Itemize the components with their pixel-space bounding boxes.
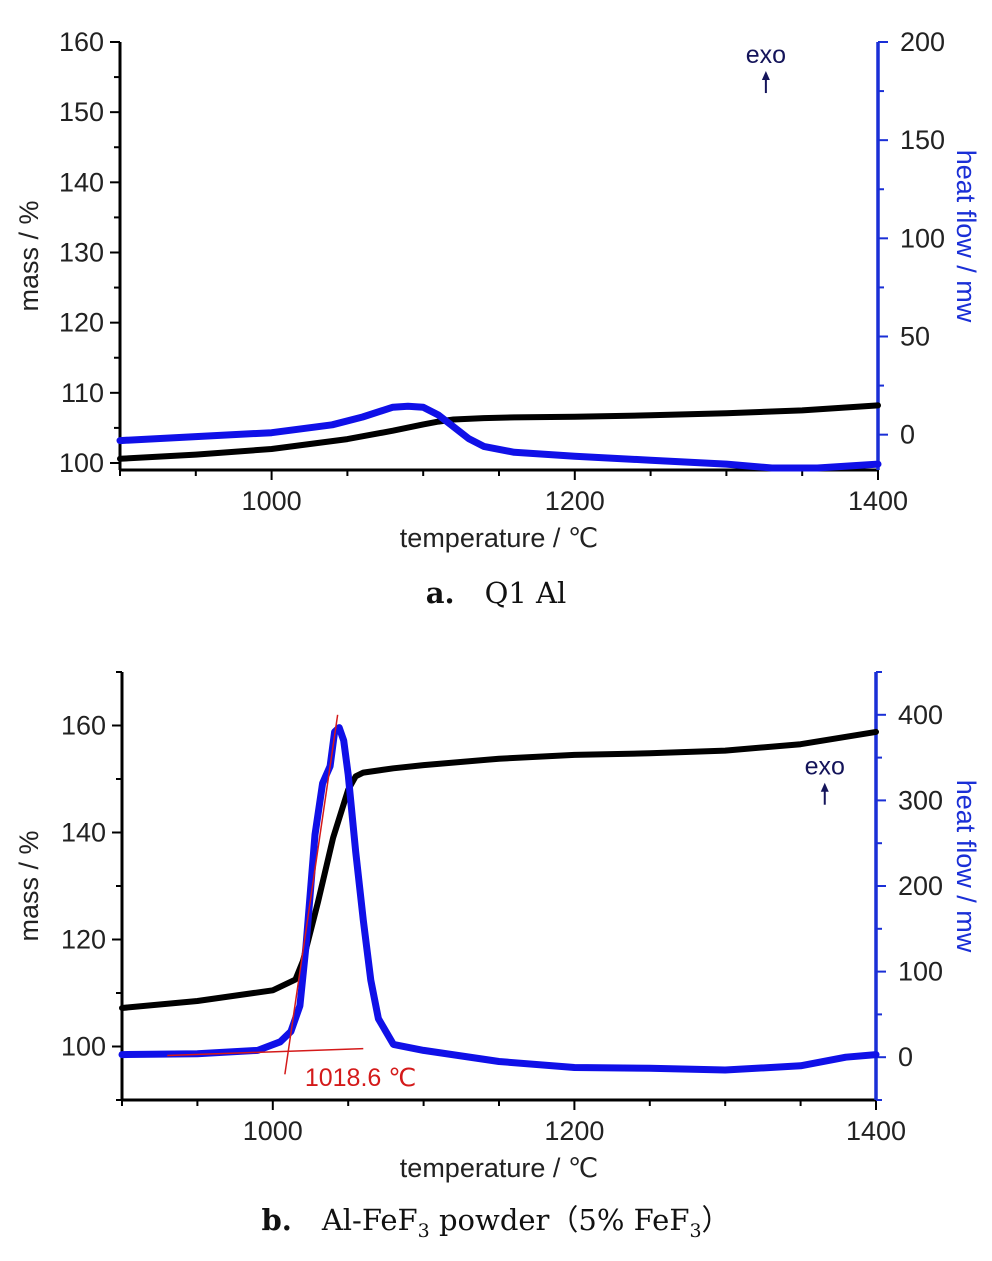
exo-label: exo <box>805 753 845 781</box>
x-tick-label: 1400 <box>846 1116 906 1146</box>
y-left-tick-label: 100 <box>61 1032 106 1062</box>
exo-label: exo <box>746 41 786 69</box>
y-right-tick-label: 400 <box>898 700 943 730</box>
y-left-axis-title: mass / % <box>14 200 44 311</box>
onset-tangent-line <box>284 714 339 1075</box>
x-axis-title: temperature / ℃ <box>400 523 598 553</box>
onset-temperature-label: 1018.6 ℃ <box>305 1064 417 1092</box>
mass-curve <box>119 728 879 1011</box>
y-right-tick-label: 200 <box>898 871 943 901</box>
x-tick-label: 1400 <box>848 486 908 516</box>
panel-caption-text: Al-FeF <box>321 1203 418 1237</box>
y-left-tick-label: 130 <box>59 237 104 267</box>
y-right-tick-label: 300 <box>898 785 943 815</box>
y-left-tick-label: 150 <box>59 97 104 127</box>
y-left-tick-label: 140 <box>59 167 104 197</box>
chart-panel-b: 1000 1200 1400 100 120 140 160 0 100 200 300 400 tem… <box>14 671 981 1242</box>
y-right-axis-title: heat flow / mw <box>951 150 981 323</box>
x-tick-label: 1000 <box>243 1116 303 1146</box>
y-right-tick-label: 100 <box>898 957 943 987</box>
y-left-tick-label: 100 <box>59 448 104 478</box>
y-right-tick-label: 200 <box>900 27 945 57</box>
y-left-tick-label: 120 <box>59 308 104 338</box>
mass-curve <box>117 402 881 462</box>
chart-panel-a: 1000 1200 1400 100 110 120 130 140 150 160 0 50 100 1… <box>14 27 981 610</box>
exo-arrow-icon <box>820 782 829 805</box>
exo-arrow-icon <box>761 71 770 94</box>
onset-tangent-line <box>167 1047 364 1057</box>
y-left-tick-label: 160 <box>59 27 104 57</box>
panel-caption-label: b. <box>261 1203 291 1237</box>
y-right-tick-label: 50 <box>900 321 930 351</box>
x-axis-title: temperature / ℃ <box>400 1153 598 1183</box>
panel-caption: a. Q1 Al <box>426 576 567 610</box>
y-left-axis-title: mass / % <box>14 830 44 941</box>
panel-caption-text: Q1 Al <box>485 576 567 610</box>
y-right-axis-title: heat flow / mw <box>951 780 981 953</box>
panel-caption: b. Al-FeF3 powder（5% FeF3） <box>261 1203 730 1242</box>
x-tick-label: 1200 <box>544 1116 604 1146</box>
y-right-tick-label: 0 <box>898 1042 913 1072</box>
heat-flow-curve <box>118 724 880 1074</box>
heat-flow-curve <box>116 402 882 472</box>
y-left-tick-label: 140 <box>61 818 106 848</box>
y-left-tick-label: 160 <box>61 711 106 741</box>
y-right-tick-label: 150 <box>900 125 945 155</box>
y-left-tick-label: 120 <box>61 925 106 955</box>
y-left-tick-label: 110 <box>61 378 104 408</box>
x-tick-label: 1000 <box>242 486 302 516</box>
y-right-tick-label: 0 <box>900 420 915 450</box>
y-right-tick-label: 100 <box>900 223 945 253</box>
x-tick-label: 1200 <box>545 486 605 516</box>
panel-caption-label: a. <box>426 576 455 610</box>
